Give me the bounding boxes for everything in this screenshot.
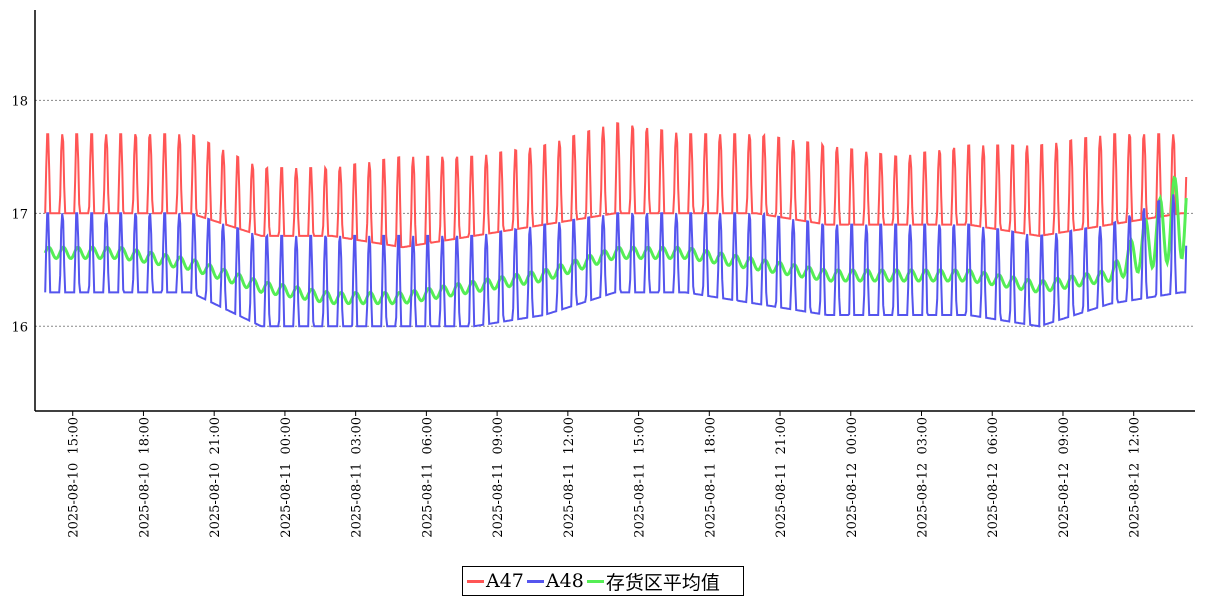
x-tick-label: 2025-08-11 12:00 xyxy=(562,417,577,538)
legend-item-a47: A47 xyxy=(467,570,524,592)
x-tick-label: 2025-08-11 21:00 xyxy=(774,417,789,538)
x-tick-label: 2025-08-11 06:00 xyxy=(420,417,435,538)
legend-item-average: 存货区平均值 xyxy=(586,568,720,595)
y-tick-label: 17 xyxy=(11,207,28,222)
legend-swatch-a47 xyxy=(467,579,484,583)
legend-item-a48: A48 xyxy=(526,570,584,592)
x-tick-label: 2025-08-12 03:00 xyxy=(916,417,931,538)
series-line-a48 xyxy=(44,194,1188,328)
x-tick-label: 2025-08-11 00:00 xyxy=(279,417,294,538)
series-line-a47 xyxy=(44,122,1188,249)
legend: A47 A48 存货区平均值 xyxy=(462,566,744,596)
x-tick-label: 2025-08-11 09:00 xyxy=(491,417,506,538)
x-tick-label: 2025-08-12 12:00 xyxy=(1128,417,1143,538)
x-tick-label: 2025-08-11 18:00 xyxy=(703,417,718,538)
x-tick-label: 2025-08-12 09:00 xyxy=(1057,417,1072,538)
x-tick-label: 2025-08-10 21:00 xyxy=(208,417,223,538)
legend-swatch-a48 xyxy=(526,579,544,583)
legend-label-a47: A47 xyxy=(486,570,524,592)
x-tick-label: 2025-08-11 15:00 xyxy=(633,417,648,538)
x-tick-label: 2025-08-12 06:00 xyxy=(986,417,1001,538)
x-tick-label: 2025-08-10 15:00 xyxy=(67,417,82,538)
x-tick-label: 2025-08-10 18:00 xyxy=(137,417,152,538)
legend-label-average: 存货区平均值 xyxy=(605,571,720,594)
x-tick-label: 2025-08-11 03:00 xyxy=(350,417,365,538)
y-tick-label: 18 xyxy=(11,94,28,109)
y-tick-label: 16 xyxy=(11,320,28,335)
x-tick-label: 2025-08-12 00:00 xyxy=(845,417,860,538)
legend-swatch-average xyxy=(586,579,604,583)
legend-label-a48: A48 xyxy=(545,570,584,592)
